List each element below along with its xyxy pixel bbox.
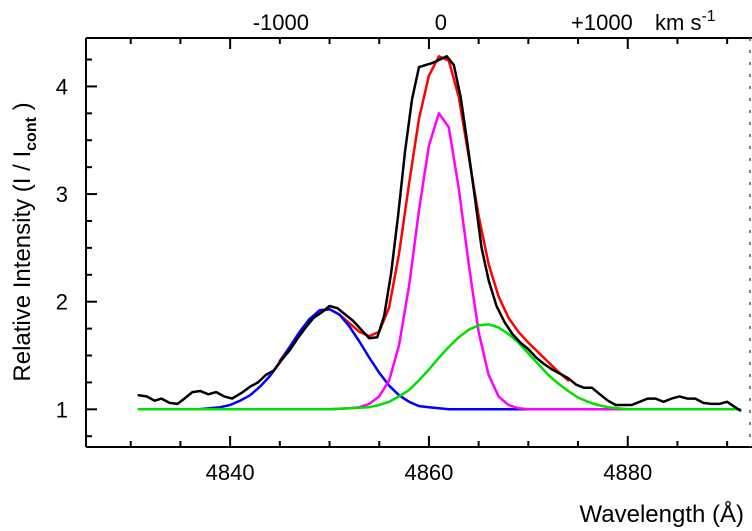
y-axis-title: Relative Intensity (I / Icont ) [9,102,40,381]
observed-line [137,55,742,412]
series-group [137,55,742,412]
y-tick-label: 4 [56,74,68,99]
x-tick-label: 4880 [603,460,652,485]
x-tick-label: 4860 [404,460,453,485]
axis-labels: 4840 4860 4880 1 2 3 4 -1000 0 +1000 km s-1 Wavelen… [9,8,744,528]
top-tick-label: -1000 [253,10,309,35]
blue-component-line [197,307,530,411]
y-tick-label: 1 [56,397,68,422]
total-fit-line [278,55,570,382]
axis-ticks [86,38,729,447]
green-component-line [137,323,742,411]
y-tick-label: 2 [56,290,68,315]
top-axis-unit-label: km s-1 [655,8,716,35]
magenta-component-line [308,112,629,411]
x-tick-label: 4840 [206,460,255,485]
top-tick-label: 0 [435,10,447,35]
y-tick-label: 3 [56,182,68,207]
x-axis-title: Wavelength (Å) [579,500,744,528]
top-tick-label: +1000 [571,10,633,35]
axis-box [85,37,752,448]
